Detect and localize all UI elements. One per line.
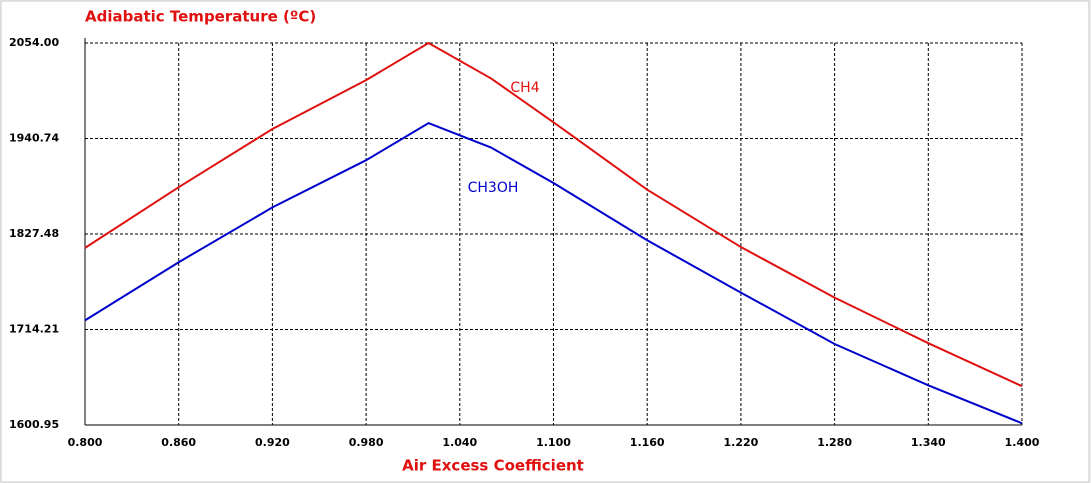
- x-tick-label: 1.040: [442, 436, 477, 449]
- series-label: CH3OH: [468, 180, 519, 196]
- x-tick-label: 0.980: [349, 436, 384, 449]
- x-tick-label: 1.220: [724, 436, 759, 449]
- series-line: [84, 121, 1023, 425]
- y-tick-label: 1827.48: [9, 227, 59, 240]
- x-axis-label: Air Excess Coefficient: [402, 457, 584, 475]
- x-tick-label: 0.860: [161, 436, 196, 449]
- x-tick-label: 1.280: [817, 436, 852, 449]
- chart-title: Adiabatic Temperature (ºC): [85, 8, 316, 26]
- y-tick-label: 1714.21: [9, 323, 59, 336]
- y-tick-label: 1940.74: [9, 131, 59, 144]
- x-tick-label: 1.340: [911, 436, 946, 449]
- series-line: [84, 41, 1023, 388]
- series-label: CH4: [510, 80, 539, 96]
- x-tick-label: 1.400: [1005, 436, 1040, 449]
- x-tick-label: 0.920: [255, 436, 290, 449]
- x-tick-label: 0.800: [68, 436, 103, 449]
- x-tick-label: 1.160: [630, 436, 665, 449]
- y-tick-label: 2054.00: [9, 36, 59, 49]
- x-tick-label: 1.100: [536, 436, 571, 449]
- y-tick-label: 1600.95: [9, 418, 59, 431]
